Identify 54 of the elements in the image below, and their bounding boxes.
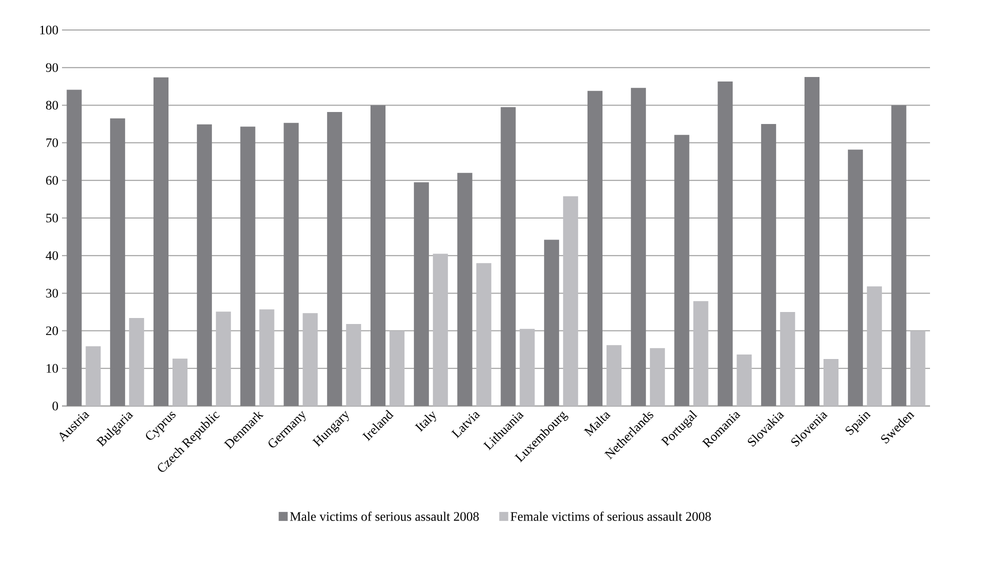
bar bbox=[848, 150, 863, 406]
bar bbox=[302, 313, 318, 406]
bar bbox=[761, 124, 776, 406]
bar bbox=[500, 107, 516, 406]
bar bbox=[891, 105, 906, 406]
bar bbox=[196, 124, 212, 406]
bar bbox=[129, 318, 144, 406]
y-tick-label: 60 bbox=[46, 176, 58, 185]
bar bbox=[390, 330, 405, 406]
bar bbox=[172, 358, 188, 406]
y-tick-label: 80 bbox=[46, 100, 58, 110]
bar bbox=[780, 312, 796, 406]
legend-label: Male victims of serious assault 2008 bbox=[290, 512, 479, 521]
y-tick-label: 90 bbox=[46, 63, 58, 72]
bar bbox=[650, 348, 665, 406]
y-tick-label: 30 bbox=[46, 288, 58, 298]
bar bbox=[910, 330, 926, 406]
x-tick-label: Italy bbox=[414, 411, 436, 432]
bar bbox=[630, 88, 646, 406]
bar bbox=[370, 105, 386, 406]
y-tick-label: 40 bbox=[46, 251, 58, 260]
bar bbox=[674, 134, 690, 406]
bar bbox=[414, 182, 429, 406]
y-tick-label: 100 bbox=[40, 26, 58, 34]
bar bbox=[216, 312, 231, 406]
bar bbox=[824, 359, 839, 406]
bar bbox=[457, 172, 472, 406]
bar bbox=[544, 240, 560, 406]
bar bbox=[346, 324, 362, 406]
y-tick-label: 0 bbox=[52, 402, 58, 410]
bar bbox=[693, 301, 708, 406]
y-tick-label: 50 bbox=[46, 214, 58, 222]
bar bbox=[866, 286, 882, 406]
y-tick-label: 20 bbox=[46, 326, 58, 336]
bar bbox=[520, 328, 535, 406]
bar bbox=[606, 345, 622, 406]
bar bbox=[804, 76, 820, 406]
bar bbox=[588, 90, 603, 406]
bar bbox=[563, 196, 578, 406]
bar bbox=[432, 254, 448, 406]
bar bbox=[259, 309, 274, 406]
bar bbox=[327, 112, 342, 406]
bar bbox=[284, 122, 299, 406]
y-tick-label: 70 bbox=[46, 138, 58, 148]
bar bbox=[476, 263, 492, 406]
bar bbox=[66, 90, 82, 406]
bar bbox=[86, 346, 101, 406]
bar bbox=[110, 118, 126, 406]
bar bbox=[736, 354, 752, 406]
legend-label: Female victims of serious assault 2008 bbox=[510, 512, 711, 521]
bar bbox=[240, 126, 256, 406]
y-tick-label: 10 bbox=[46, 364, 58, 373]
bar bbox=[154, 77, 168, 406]
bar bbox=[718, 82, 733, 406]
